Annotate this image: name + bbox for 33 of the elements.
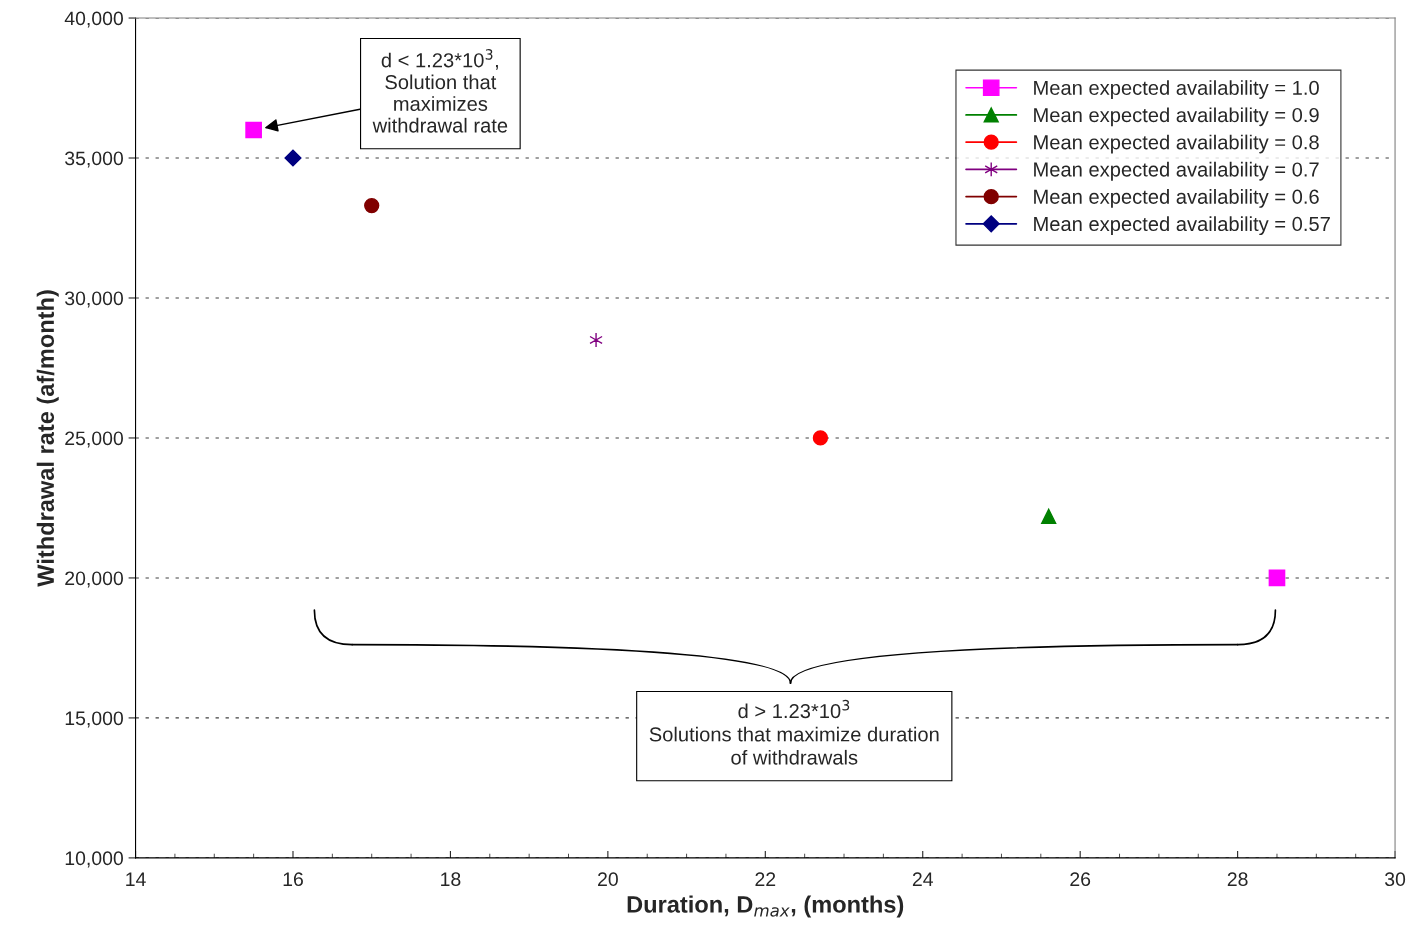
- y-tick-label: 35,000: [65, 151, 123, 168]
- x-tick-label: 22: [755, 872, 776, 886]
- annotation: d > 1.23*10$^{3}$ Solutions that maximize duration of withdrawals: [649, 699, 939, 765]
- x-axis-title: Duration, D$_{max}$, (months): [627, 895, 904, 918]
- legend-label: Mean expected availability = 0.9: [1034, 107, 1319, 127]
- x-tick-label: 16: [283, 872, 303, 887]
- point: [284, 149, 302, 167]
- legend-label: Mean expected availability = 0.57: [1034, 216, 1330, 236]
- point: [1268, 569, 1286, 587]
- point: [245, 121, 262, 139]
- legend-label: Mean expected availability = 0.8: [1034, 134, 1319, 154]
- y-tick-label: 20,000: [65, 571, 123, 588]
- y-tick-label: 10,000: [65, 851, 123, 868]
- x-tick-label: 14: [126, 872, 146, 886]
- y-tick-label: 15,000: [65, 711, 123, 728]
- x-tick-label: 30: [1384, 872, 1406, 887]
- point: [589, 332, 603, 348]
- y-axis-title: Withdrawal rate (af/month): [36, 290, 59, 587]
- y-tick-label: 40,000: [64, 11, 123, 28]
- x-tick-label: 24: [912, 872, 933, 886]
- x-tick-label: 18: [441, 872, 461, 887]
- point: [364, 197, 380, 214]
- legend-label: Mean expected availability = 0.6: [1034, 189, 1319, 208]
- x-tick-label: 28: [1227, 872, 1248, 887]
- point: [1041, 508, 1057, 524]
- legend-label: Mean expected availability = 0.7: [1034, 161, 1319, 181]
- legend-label: Mean expected availability = 1.0: [1034, 80, 1319, 99]
- x-tick-label: 20: [598, 872, 618, 887]
- annotation: d < 1.23*10$^{3}$, Solution that maximizes withdrawal rate: [372, 49, 508, 133]
- y-tick-label: 30,000: [65, 291, 123, 308]
- x-tick-label: 26: [1070, 872, 1091, 887]
- y-tick-label: 25,000: [65, 431, 123, 448]
- point: [812, 430, 829, 446]
